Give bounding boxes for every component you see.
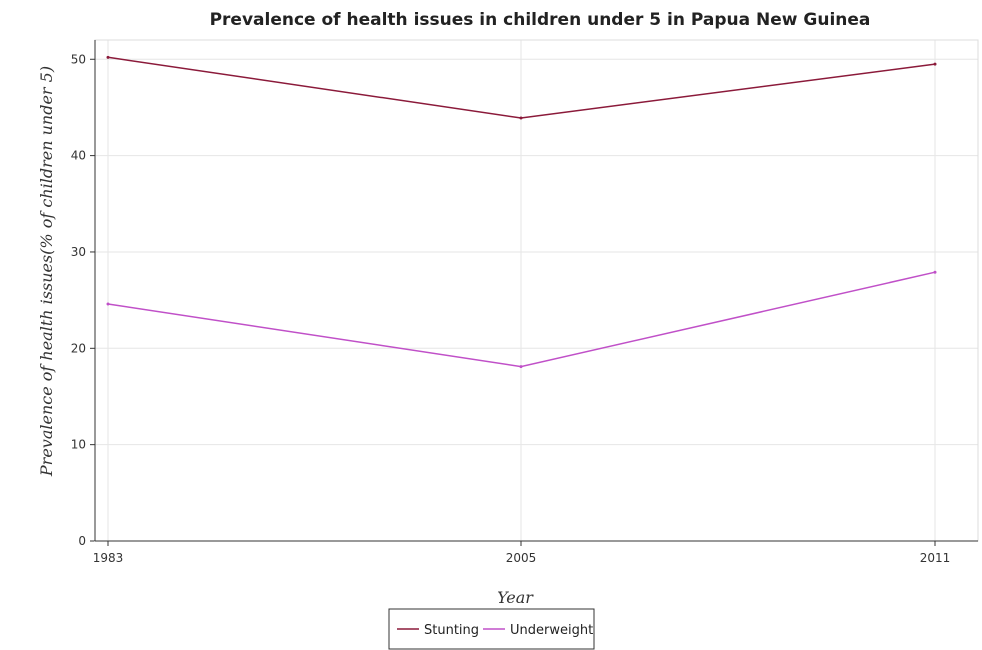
data-point-stunting [933,62,937,66]
data-point-stunting [519,116,523,120]
y-axis-label: Prevalence of health issues(% of childre… [37,66,56,477]
y-tick-label: 10 [71,438,86,452]
y-tick-labels: 0 10 20 30 40 50 [71,52,86,548]
data-point-underweight [519,365,523,369]
x-tick-label: 2005 [506,551,537,565]
legend-label-stunting: Stunting [424,623,479,638]
x-tick-label: 2011 [920,551,951,565]
y-tick-label: 20 [71,341,86,355]
axes [90,39,979,546]
x-axis-label: Year [497,588,534,607]
y-tick-label: 40 [71,149,86,163]
data-point-underweight [933,270,937,274]
data-point-underweight [106,302,110,306]
chart-title: Prevalence of health issues in children … [210,10,871,30]
plot-frame [94,39,979,542]
y-tick-label: 50 [71,52,86,66]
data-point-stunting [106,55,110,59]
x-tick-labels: 1983 2005 2011 [93,551,951,565]
x-tick-label: 1983 [93,551,124,565]
legend-label-underweight: Underweight [510,623,593,638]
grid [95,40,978,542]
y-tick-label: 0 [78,534,86,548]
legend: Stunting Underweight [388,608,595,650]
y-tick-label: 30 [71,245,86,259]
series-lines [106,55,937,369]
